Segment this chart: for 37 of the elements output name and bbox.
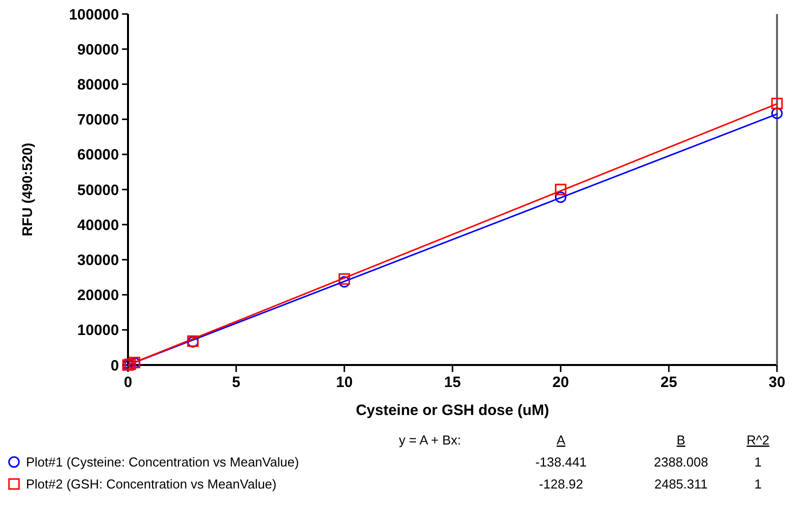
x-tick-label: 25 xyxy=(660,374,678,391)
y-tick-label: 40000 xyxy=(77,216,119,234)
point xyxy=(554,191,566,203)
y-tick-label: 10000 xyxy=(77,322,119,340)
y-tick-label: 80000 xyxy=(77,76,119,94)
point xyxy=(771,108,783,120)
x-tick-label: 0 xyxy=(124,374,132,391)
text: -138.441 xyxy=(535,454,587,470)
x-tick-label: 5 xyxy=(232,374,240,391)
legend-label: Plot#1 (Cysteine: Concentration vs MeanValue) xyxy=(26,454,299,470)
y-tick-label: 60000 xyxy=(77,146,119,164)
x-tick-label: 30 xyxy=(768,374,786,391)
text: R^2 xyxy=(746,432,770,448)
y-tick-label: 100000 xyxy=(68,6,119,24)
text: 2485.311 xyxy=(654,476,708,492)
text: A xyxy=(556,432,566,448)
text: 1 xyxy=(754,454,762,470)
text: 1 xyxy=(754,476,762,492)
x-axis-title: Cysteine or GSH dose (uM) xyxy=(356,402,550,419)
text: y = A + Bx: xyxy=(398,432,461,448)
point xyxy=(771,98,783,110)
y-tick-label: 30000 xyxy=(77,252,119,269)
y-tick-label: 90000 xyxy=(77,41,119,58)
point xyxy=(554,184,566,196)
point xyxy=(338,273,350,285)
y-tick-label: 20000 xyxy=(77,287,119,304)
text: B xyxy=(676,432,686,448)
y-tick-label: 0 xyxy=(110,357,119,374)
y-axis-title: RFU (490:520) xyxy=(19,142,35,236)
x-tick-label: 20 xyxy=(552,374,570,391)
text: -128.92 xyxy=(538,476,584,492)
legend-label: Plot#2 (GSH: Concentration vs MeanValue) xyxy=(26,476,276,492)
y-tick-label: 50000 xyxy=(77,182,119,199)
text: 2388.008 xyxy=(654,454,708,470)
x-tick-label: 10 xyxy=(336,374,353,391)
x-tick-label: 15 xyxy=(444,374,461,391)
y-tick-label: 70000 xyxy=(77,112,119,129)
